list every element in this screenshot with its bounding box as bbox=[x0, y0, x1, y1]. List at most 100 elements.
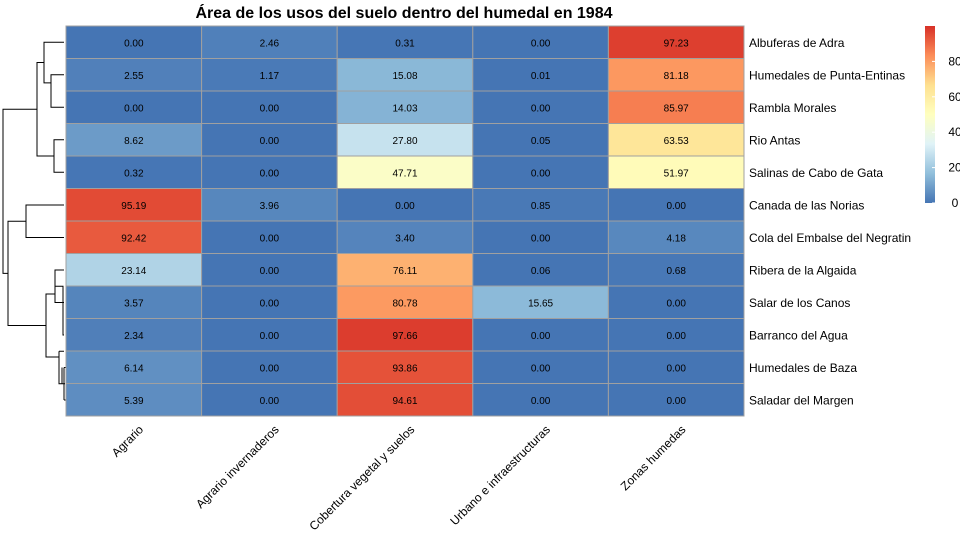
heatmap-cell bbox=[65, 350, 203, 384]
cell-value-label: 3.57 bbox=[124, 298, 144, 309]
heatmap-cell bbox=[607, 220, 745, 254]
heatmap-cell bbox=[607, 383, 745, 417]
row-label: Albuferas de Adra bbox=[749, 36, 845, 50]
row-dendrogram bbox=[2, 41, 67, 401]
cell-value-label: 47.71 bbox=[392, 168, 417, 179]
cell-value-label: 0.00 bbox=[531, 363, 551, 374]
heatmap-cell bbox=[336, 318, 474, 352]
legend-tick-label: 40 bbox=[948, 125, 960, 139]
cell-value-label: 0.00 bbox=[260, 233, 280, 244]
dendrogram-branch bbox=[2, 108, 37, 274]
heatmap-cells bbox=[65, 25, 745, 417]
heatmap-cell bbox=[607, 253, 745, 287]
cell-value-label: 0.85 bbox=[531, 201, 551, 212]
cell-value-label: 15.08 bbox=[392, 71, 417, 82]
cell-value-label: 0.00 bbox=[531, 168, 551, 179]
cell-value-label: 0.00 bbox=[666, 298, 686, 309]
row-label: Salar de los Canos bbox=[749, 296, 850, 310]
cell-value-label: 92.42 bbox=[121, 233, 146, 244]
cell-value-label: 0.00 bbox=[260, 136, 280, 147]
row-label: Saladar del Margen bbox=[749, 393, 854, 407]
cell-value-label: 0.06 bbox=[531, 266, 551, 277]
cell-value-label: 97.66 bbox=[392, 331, 417, 342]
heatmap-cell bbox=[65, 188, 203, 222]
heatmap-cell bbox=[472, 383, 609, 417]
cell-value-label: 0.00 bbox=[260, 298, 280, 309]
cell-value-label: 0.00 bbox=[260, 331, 280, 342]
cell-value-label: 14.03 bbox=[392, 103, 417, 114]
cell-value-label: 0.01 bbox=[531, 71, 551, 82]
cell-value-label: 97.23 bbox=[664, 38, 689, 49]
heatmap-cell bbox=[336, 285, 474, 319]
dendrogram-branch bbox=[50, 74, 64, 108]
heatmap-cell bbox=[336, 220, 474, 254]
cell-value-label: 0.00 bbox=[124, 38, 144, 49]
cell-value-label: 0.00 bbox=[531, 331, 551, 342]
heatmap-cell bbox=[201, 383, 338, 417]
cell-value-label: 2.46 bbox=[260, 38, 280, 49]
column-label: Agrario bbox=[109, 422, 146, 459]
cell-value-label: 0.05 bbox=[531, 136, 551, 147]
heatmap-cell bbox=[472, 318, 609, 352]
heatmap-cell bbox=[472, 350, 609, 384]
legend-tick-label: 60 bbox=[948, 90, 960, 104]
heatmap-cell bbox=[65, 90, 203, 124]
cell-value-label: 85.97 bbox=[664, 103, 689, 114]
cell-value-label: 0.31 bbox=[395, 38, 415, 49]
heatmap-cell bbox=[472, 220, 609, 254]
heatmap-cell bbox=[201, 318, 338, 352]
cell-value-label: 0.32 bbox=[124, 168, 144, 179]
cell-value-label: 6.14 bbox=[124, 363, 144, 374]
heatmap-cell bbox=[65, 318, 203, 352]
cell-value-label: 51.97 bbox=[664, 168, 689, 179]
cell-value-label: 0.00 bbox=[531, 103, 551, 114]
cell-value-label: 0.00 bbox=[666, 363, 686, 374]
heatmap-cell bbox=[201, 123, 338, 157]
heatmap-cell bbox=[472, 285, 609, 319]
cell-value-label: 0.00 bbox=[666, 201, 686, 212]
row-labels: Albuferas de Adra Humedales de Punta-Enti… bbox=[749, 36, 911, 408]
dendrogram-branch bbox=[58, 351, 65, 385]
heatmap-cell bbox=[472, 253, 609, 287]
cell-value-label: 0.00 bbox=[260, 363, 280, 374]
heatmap-cell bbox=[336, 350, 474, 384]
dendrogram-branch bbox=[25, 204, 64, 238]
cell-value-label: 0.00 bbox=[260, 396, 280, 407]
heatmap-cell bbox=[607, 350, 745, 384]
row-label: Ribera de la Algaida bbox=[749, 263, 857, 277]
heatmap-cell-labels: 0.00 2.46 0.31 0.00 97.23 2.55 1.17 15.08 0.01 81… bbox=[121, 38, 689, 407]
legend-tick-label: 80 bbox=[948, 54, 960, 68]
heatmap-cell bbox=[607, 155, 745, 189]
dendrogram-branch bbox=[7, 220, 46, 326]
cell-value-label: 8.62 bbox=[124, 136, 144, 147]
heatmap-cell bbox=[607, 58, 745, 92]
cell-value-label: 2.55 bbox=[124, 71, 144, 82]
cell-value-label: 0.00 bbox=[260, 168, 280, 179]
heatmap-cell bbox=[472, 123, 609, 157]
legend-tick-label: 0 bbox=[952, 196, 959, 210]
cell-value-label: 0.00 bbox=[260, 103, 280, 114]
row-label: Humedales de Punta-Entinas bbox=[749, 68, 905, 82]
cell-value-label: 94.61 bbox=[392, 396, 417, 407]
cell-value-label: 0.00 bbox=[124, 103, 144, 114]
color-legend: 0 20 40 60 80 bbox=[925, 26, 960, 210]
heatmap-cell bbox=[607, 90, 745, 124]
heatmap-cell bbox=[201, 58, 338, 92]
heatmap-cell bbox=[607, 285, 745, 319]
cell-value-label: 76.11 bbox=[393, 266, 418, 277]
cell-value-label: 0.00 bbox=[666, 331, 686, 342]
color-legend-bar bbox=[925, 26, 935, 203]
dendrogram-branch bbox=[45, 293, 59, 358]
heatmap-cell bbox=[336, 123, 474, 157]
cell-value-label: 1.17 bbox=[260, 71, 280, 82]
cell-value-label: 93.86 bbox=[392, 363, 417, 374]
cell-value-label: 0.00 bbox=[531, 396, 551, 407]
dendrogram-branch bbox=[53, 139, 64, 173]
chart-title: Área de los usos del suelo dentro del hu… bbox=[195, 3, 612, 22]
heatmap-cell bbox=[65, 58, 203, 92]
column-label: Zonas humedas bbox=[618, 422, 689, 493]
heatmap-cell bbox=[65, 25, 203, 59]
row-label: Rambla Morales bbox=[749, 101, 836, 115]
dendrogram-branch bbox=[43, 41, 64, 84]
